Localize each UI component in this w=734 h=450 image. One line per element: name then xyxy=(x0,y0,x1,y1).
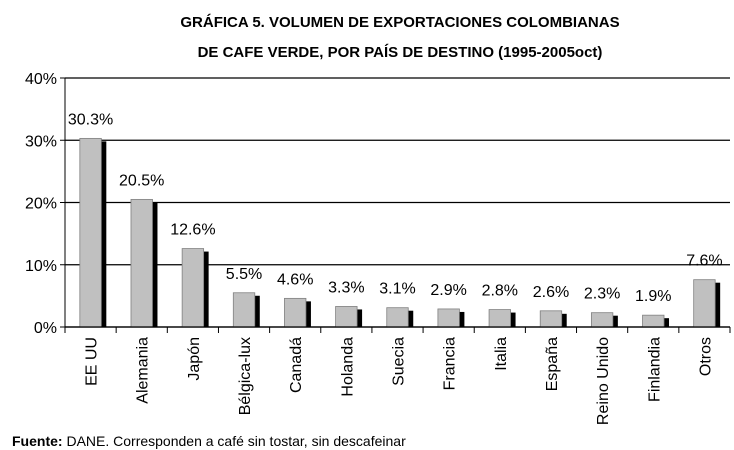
x-tick-label: Otros xyxy=(697,337,714,376)
value-label: 1.9% xyxy=(635,288,671,305)
x-tick-label: Italia xyxy=(493,337,510,371)
value-label: 2.3% xyxy=(584,286,620,303)
x-tick-label: Bélgica-lux xyxy=(237,337,254,415)
chart-title: GRÁFICA 5. VOLUMEN DE EXPORTACIONES COLO… xyxy=(180,14,619,31)
x-tick-label: Alemania xyxy=(135,337,152,404)
bar xyxy=(539,310,563,328)
bar xyxy=(693,279,716,328)
source-label: Fuente: xyxy=(12,433,63,449)
bar xyxy=(130,198,153,328)
x-tick-label: Japón xyxy=(186,337,203,381)
x-tick-label: EE UU xyxy=(84,337,101,386)
value-label: 2.9% xyxy=(430,282,466,299)
source-text: DANE. Corresponden a café sin tostar, si… xyxy=(66,433,406,449)
bar xyxy=(181,248,205,328)
bar xyxy=(590,312,614,328)
bar xyxy=(79,137,102,328)
source-note: Fuente: DANE. Corresponden a café sin to… xyxy=(12,433,406,449)
bar xyxy=(386,307,409,328)
value-label: 4.6% xyxy=(277,271,313,288)
value-label: 2.6% xyxy=(533,284,569,301)
y-tick-label: 0% xyxy=(34,320,57,337)
bar xyxy=(284,297,307,328)
value-label: 7.6% xyxy=(686,253,722,270)
bar xyxy=(642,314,665,328)
y-tick-label: 30% xyxy=(25,133,57,150)
y-tick-label: 10% xyxy=(25,258,57,275)
bar xyxy=(437,308,460,328)
value-label: 3.3% xyxy=(328,279,364,296)
value-label: 5.5% xyxy=(226,266,262,283)
x-tick-label: España xyxy=(544,337,561,391)
x-tick-label: Finlandia xyxy=(646,337,663,402)
x-tick-label: Francia xyxy=(442,337,459,390)
bar xyxy=(488,309,511,328)
bar xyxy=(335,306,358,328)
x-tick-label: Suecia xyxy=(391,337,408,386)
bar xyxy=(232,292,256,328)
value-label: 3.1% xyxy=(379,281,415,298)
value-label: 20.5% xyxy=(119,172,164,189)
x-tick-label: Holanda xyxy=(339,337,356,397)
value-label: 12.6% xyxy=(170,222,215,239)
value-label: 30.3% xyxy=(68,111,113,128)
x-tick-label: Canadá xyxy=(288,337,305,393)
x-tick-label: Reino Unido xyxy=(595,337,612,425)
chart-title: DE CAFE VERDE, POR PAÍS DE DESTINO (1995… xyxy=(198,44,603,61)
y-tick-label: 20% xyxy=(25,196,57,213)
y-tick-label: 40% xyxy=(25,71,57,88)
value-label: 2.8% xyxy=(482,283,518,300)
